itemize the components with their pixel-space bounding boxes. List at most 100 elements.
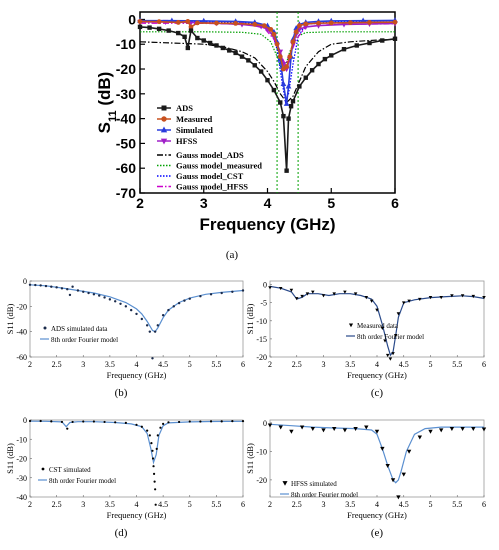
- y-tick-label: -60: [16, 353, 27, 362]
- data-point: [135, 423, 138, 426]
- series-point-1: [175, 20, 181, 25]
- y-tick-label: -10: [116, 36, 136, 52]
- plot-frame-d: [29, 419, 244, 498]
- series-point-2: [283, 100, 290, 106]
- y-tick-label: 0: [23, 416, 27, 425]
- series-point-2: [360, 17, 366, 23]
- series-point-0: [220, 45, 226, 51]
- data-point: [153, 480, 156, 483]
- data-point: [146, 429, 149, 432]
- y-tick-label: -60: [116, 160, 136, 176]
- x-tick-label: 3.5: [105, 360, 115, 369]
- data-point: [60, 287, 64, 290]
- data-point: [178, 420, 181, 424]
- y-axis-label: S11 (dB): [95, 72, 119, 134]
- legend-label: Gauss model_measured: [176, 161, 262, 171]
- data-point: [449, 426, 455, 431]
- x-tick-label: 5: [188, 360, 192, 369]
- y-tick-label: -20: [116, 61, 136, 77]
- data-point: [44, 284, 48, 288]
- chart-b: 2 2.5 3 3.5 4 4.5 5 5.5 6 0 -20 -40 -60 ADS simulated…: [5, 277, 245, 399]
- series-point-0: [297, 84, 302, 89]
- series-point-0: [166, 28, 171, 33]
- data-point: [294, 297, 299, 301]
- legend-label: ADS simulated data: [51, 325, 108, 333]
- data-point: [60, 420, 64, 424]
- data-point: [151, 357, 154, 360]
- x-tick-label: 4: [375, 500, 379, 509]
- panel-label-a: (a): [226, 249, 239, 261]
- x-tick-label: 2: [136, 195, 144, 211]
- series-point-0: [284, 168, 289, 173]
- series-point-1: [367, 20, 372, 25]
- fit-line: [269, 285, 485, 357]
- legend-label: ADS: [176, 103, 193, 113]
- data-point: [321, 294, 326, 298]
- data-point: [159, 426, 162, 429]
- y-tick-label: -15: [256, 335, 267, 344]
- data-point: [28, 283, 32, 286]
- series-point-0: [233, 50, 238, 56]
- data-point: [103, 420, 106, 424]
- x-tick-label: 2: [28, 500, 32, 509]
- data-point: [418, 297, 422, 302]
- data-point: [39, 284, 42, 287]
- series-point-1: [194, 20, 200, 26]
- x-tick-label: 3.5: [345, 360, 355, 369]
- x-tick-label: 2: [268, 500, 272, 509]
- data-point: [353, 426, 358, 431]
- data-point: [388, 357, 393, 361]
- data-point: [151, 457, 155, 460]
- series-point-1: [347, 20, 353, 26]
- data-point: [417, 435, 422, 440]
- data-point: [364, 296, 369, 300]
- series-point-0: [286, 116, 291, 121]
- x-tick-label: 3: [200, 195, 208, 211]
- chart-e: 2 2.5 3 3.5 4 4.5 5 5.5 6 0 -10 -20 HFSS simulated 8t…: [245, 419, 487, 539]
- x-tick-label: 3: [81, 500, 85, 509]
- series-point-0: [367, 40, 372, 46]
- legend-marker: [161, 116, 167, 122]
- x-tick-label: 4.5: [158, 360, 168, 369]
- data-point: [114, 300, 117, 303]
- y-tick-label: -20: [256, 476, 267, 485]
- data-point: [199, 295, 202, 298]
- data-point: [153, 330, 157, 333]
- x-tick-label: 6: [482, 500, 486, 509]
- data-point: [199, 420, 202, 423]
- series-point-1: [293, 29, 299, 35]
- data-point: [98, 294, 101, 297]
- series-point-0: [207, 40, 213, 46]
- gauss-line-0: [139, 38, 396, 104]
- data-point: [278, 425, 283, 430]
- series-point-1: [296, 23, 302, 29]
- data-point: [393, 334, 398, 338]
- series-point-0: [246, 58, 251, 63]
- legend-label: Gauss model_CST: [176, 171, 244, 181]
- data-point: [50, 420, 53, 423]
- series-point-1: [274, 41, 280, 47]
- data-point: [305, 292, 310, 296]
- legend-label: Simulated: [176, 125, 213, 135]
- series-point-0: [195, 35, 200, 41]
- x-tick-label: 6: [241, 360, 245, 369]
- chart-a: 2 3 4 5 6 0 -10 -20 -30 -40 -50 -60 -70 ADSMeasuredSi…: [95, 11, 399, 261]
- series-point-0: [265, 77, 270, 83]
- data-point: [66, 427, 69, 430]
- x-axis-label: Frequency (GHz): [107, 370, 167, 380]
- series-point-1: [137, 19, 143, 24]
- series-point-1: [287, 54, 293, 60]
- data-point: [428, 429, 433, 434]
- data-point: [162, 422, 165, 425]
- x-tick-label: 6: [482, 360, 486, 369]
- series-point-0: [156, 26, 162, 32]
- data-point: [353, 292, 358, 296]
- data-point: [108, 298, 112, 301]
- y-tick-label: -20: [16, 302, 27, 311]
- legend-marker: [43, 326, 47, 330]
- fit-line: [29, 420, 244, 465]
- x-tick-label: 2: [28, 360, 32, 369]
- data-point: [167, 308, 170, 312]
- x-tick-label: 4.5: [399, 500, 409, 509]
- series-point-1: [328, 20, 334, 26]
